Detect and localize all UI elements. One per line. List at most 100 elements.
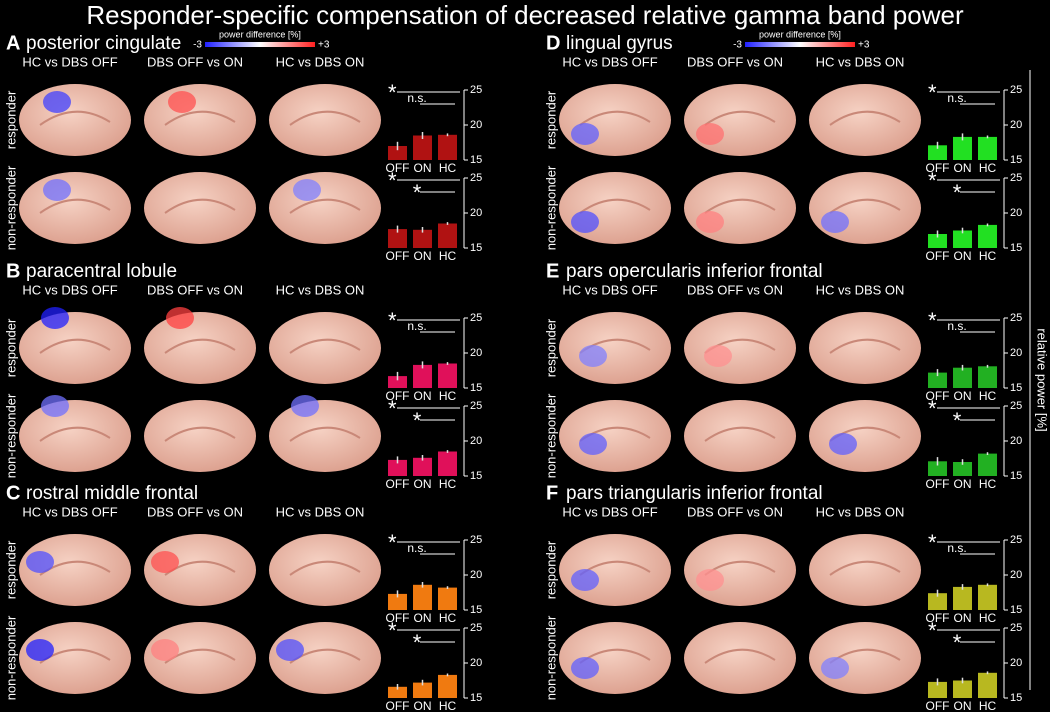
bar <box>388 376 407 388</box>
brain <box>19 172 131 244</box>
bar <box>953 136 972 160</box>
panel-name: pars triangularis inferior frontal <box>566 483 823 504</box>
activation-blob <box>821 211 849 233</box>
activation-blob <box>696 211 724 233</box>
activation-blob <box>579 345 607 367</box>
brain <box>684 84 796 156</box>
x-tick-label: HC <box>439 611 457 625</box>
bar <box>978 584 997 610</box>
row-label: responder <box>543 318 558 377</box>
bar <box>928 372 947 388</box>
bar <box>953 462 972 476</box>
row-label: non-responder <box>3 393 18 478</box>
activation-blob <box>168 91 196 113</box>
y-tick-label: 15 <box>470 382 482 394</box>
y-tick-label: 15 <box>470 604 482 616</box>
bar <box>438 363 457 388</box>
y-tick-label: 25 <box>470 534 482 546</box>
x-tick-label: HC <box>979 389 997 403</box>
activation-blob <box>696 123 724 145</box>
brain <box>559 622 671 694</box>
y-tick-label: 25 <box>1010 622 1022 634</box>
colorbar-min: -3 <box>193 40 202 51</box>
column-header: DBS OFF vs ON <box>147 54 243 69</box>
bar <box>413 229 432 248</box>
x-tick-label: ON <box>954 611 972 625</box>
brain-fold <box>164 198 236 214</box>
brain <box>144 622 256 694</box>
bar <box>978 453 997 476</box>
x-tick-label: HC <box>979 161 997 175</box>
bar <box>388 686 407 698</box>
bar <box>438 134 457 160</box>
bar <box>438 223 457 248</box>
brain-fold <box>289 110 361 126</box>
x-tick-label: HC <box>439 249 457 263</box>
brain <box>559 312 671 384</box>
brain <box>19 84 131 156</box>
activation-blob <box>41 395 69 417</box>
x-tick-label: ON <box>414 699 432 712</box>
y-tick-label: 25 <box>470 172 482 184</box>
y-tick-label: 20 <box>1010 657 1022 669</box>
sig-label: * <box>388 396 397 421</box>
y-tick-label: 15 <box>470 470 482 482</box>
activation-blob <box>151 551 179 573</box>
sig-label: * <box>953 408 962 433</box>
brain <box>559 534 671 606</box>
activation-blob <box>704 345 732 367</box>
brain <box>144 84 256 156</box>
y-tick-label: 25 <box>470 400 482 412</box>
brain <box>684 534 796 606</box>
x-tick-label: OFF <box>386 389 410 403</box>
activation-blob <box>571 569 599 591</box>
column-header: DBS OFF vs ON <box>147 504 243 519</box>
sig-label: * <box>413 180 422 205</box>
x-tick-label: ON <box>414 611 432 625</box>
y-tick-label: 25 <box>1010 172 1022 184</box>
brain <box>684 172 796 244</box>
y-tick-label: 25 <box>1010 84 1022 96</box>
y-axis-label: relative power [%] <box>1035 328 1050 431</box>
brain-fold <box>704 426 776 442</box>
x-tick-label: ON <box>954 477 972 491</box>
y-tick-label: 20 <box>470 347 482 359</box>
brain <box>19 534 131 606</box>
brain-fold <box>39 338 111 354</box>
brain <box>809 172 921 244</box>
bar <box>438 674 457 698</box>
sig-label: * <box>953 180 962 205</box>
activation-blob <box>43 91 71 113</box>
bar <box>388 459 407 476</box>
colorbar-max: +3 <box>858 40 870 51</box>
brain <box>559 400 671 472</box>
brain <box>144 400 256 472</box>
bar <box>953 586 972 610</box>
sig-label: * <box>953 630 962 655</box>
row-label: responder <box>543 90 558 149</box>
column-header: HC vs DBS OFF <box>22 54 117 69</box>
sig-label: * <box>388 80 397 105</box>
colorbar-min: -3 <box>733 40 742 51</box>
y-tick-label: 25 <box>1010 534 1022 546</box>
brain-fold <box>579 198 651 214</box>
bar <box>928 681 947 698</box>
y-tick-label: 15 <box>1010 382 1022 394</box>
activation-blob <box>151 639 179 661</box>
y-tick-label: 25 <box>470 84 482 96</box>
sig-label: * <box>413 408 422 433</box>
brain-fold <box>704 110 776 126</box>
x-tick-label: OFF <box>926 161 950 175</box>
x-tick-label: OFF <box>386 699 410 712</box>
brain <box>684 400 796 472</box>
sig-label: * <box>928 80 937 105</box>
sig-label: * <box>388 308 397 333</box>
row-label: non-responder <box>543 615 558 700</box>
brain <box>809 400 921 472</box>
activation-blob <box>829 433 857 455</box>
brain <box>269 312 381 384</box>
brain <box>269 534 381 606</box>
y-tick-label: 15 <box>470 692 482 704</box>
y-tick-label: 20 <box>470 435 482 447</box>
